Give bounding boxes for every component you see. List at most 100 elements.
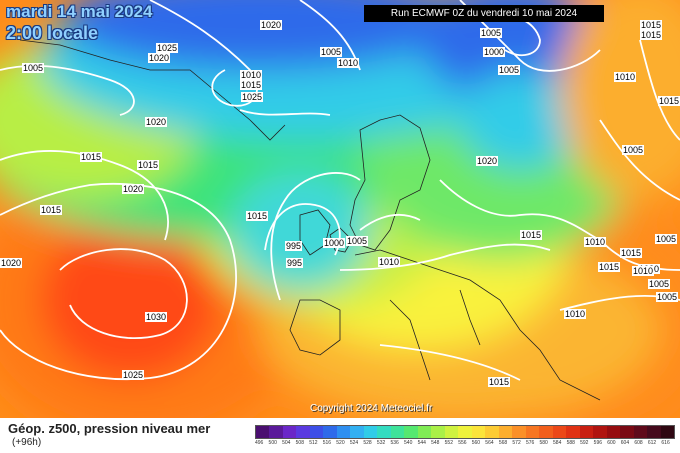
color-scale-swatch <box>417 426 432 438</box>
isobars <box>0 0 680 381</box>
isobar-label: 1025 <box>156 43 179 53</box>
color-scale-swatch <box>579 426 594 438</box>
isobar-label: 1025 <box>241 92 264 102</box>
color-scale-label: 508 <box>295 440 304 446</box>
isobar-label: 1015 <box>80 152 103 162</box>
color-scale-swatch <box>256 426 270 438</box>
color-scale-label: 548 <box>431 440 440 446</box>
color-scale-label: 588 <box>566 440 575 446</box>
isobar-label: 1015 <box>640 20 663 30</box>
isobar-label: 1005 <box>498 65 521 75</box>
isobar-label: 1015 <box>520 230 543 240</box>
isobar-label: 1015 <box>246 211 269 221</box>
color-scale-label: 584 <box>553 440 562 446</box>
isobar-label: 1030 <box>145 312 168 322</box>
isobar-label: 1015 <box>240 80 263 90</box>
color-scale-label: 500 <box>268 440 277 446</box>
color-scale-swatch <box>390 426 405 438</box>
color-scale-label: 536 <box>390 440 399 446</box>
color-scale-swatch <box>404 426 418 438</box>
color-scale-label: 572 <box>512 440 521 446</box>
color-scale-swatch <box>647 426 661 438</box>
isobar-label: 1010 <box>632 266 655 276</box>
color-scale-swatch <box>552 426 567 438</box>
isobar-label: 1010 <box>240 70 263 80</box>
color-scale <box>255 425 675 439</box>
color-scale-swatch <box>593 426 607 438</box>
color-scale-swatch <box>606 426 621 438</box>
forecast-date: mardi 14 mai 2024 <box>6 2 153 21</box>
isobar-label: 1020 <box>260 20 283 30</box>
color-scale-label: 600 <box>607 440 616 446</box>
color-scale-label: 592 <box>580 440 589 446</box>
isobar-label: 1025 <box>122 370 145 380</box>
isobar-label: 1005 <box>22 63 45 73</box>
color-scale-label: 544 <box>417 440 426 446</box>
color-scale-swatch <box>525 426 540 438</box>
isobar-label: 1015 <box>640 30 663 40</box>
legend-subtitle: (+96h) <box>12 437 42 448</box>
map-canvas <box>0 0 680 418</box>
isobar-label: 1010 <box>584 237 607 247</box>
color-scale-label: 496 <box>255 440 264 446</box>
isobar-label: 1010 <box>564 309 587 319</box>
isobar-label: 1000 <box>483 47 506 57</box>
color-scale-swatch <box>323 426 337 438</box>
color-scale-swatch <box>539 426 553 438</box>
color-scale-swatch <box>458 426 472 438</box>
isobar-label: 1010 <box>337 58 360 68</box>
isobar-label: 1010 <box>614 72 637 82</box>
legend-title: Géop. z500, pression niveau mer <box>8 421 211 436</box>
forecast-local-time: 2:00 locale <box>6 23 99 43</box>
isobar-label: 1015 <box>137 160 160 170</box>
color-scale-label: 556 <box>458 440 467 446</box>
color-scale-label: 520 <box>336 440 345 446</box>
isobar-label: 1005 <box>480 28 503 38</box>
isobar-label: 1015 <box>620 248 643 258</box>
color-scale-label: 616 <box>661 440 670 446</box>
color-scale-label: 580 <box>539 440 548 446</box>
color-scale-label: 612 <box>647 440 657 446</box>
color-scale-swatch <box>512 426 526 438</box>
isobar-label: 1015 <box>488 377 511 387</box>
color-scale-swatch <box>296 426 310 438</box>
weather-map: mardi 14 mai 2024 2:00 locale Run ECMWF … <box>0 0 680 418</box>
copyright: Copyright 2024 Meteociel.fr <box>310 403 433 414</box>
isobar-label: 1005 <box>346 236 369 246</box>
isobar-label: 1005 <box>655 234 678 244</box>
color-scale-label: 568 <box>498 440 508 446</box>
color-scale-swatch <box>444 426 459 438</box>
color-scale-swatch <box>377 426 391 438</box>
color-scale-swatch <box>498 426 513 438</box>
color-scale-label: 604 <box>620 440 630 446</box>
color-scale-swatch <box>282 426 297 438</box>
isobar-label: 995 <box>286 258 304 268</box>
color-scale-swatch <box>620 426 634 438</box>
color-scale-label: 564 <box>485 440 494 446</box>
legend-footer: Géop. z500, pression niveau mer (+96h) 4… <box>0 418 680 453</box>
color-scale-swatch <box>269 426 283 438</box>
color-scale-label: 608 <box>634 440 643 446</box>
isobar-label: 1010 <box>378 257 401 267</box>
isobar-label: 995 <box>285 241 303 251</box>
color-scale-swatch <box>485 426 499 438</box>
isobar-label: 1015 <box>40 205 63 215</box>
isobar-label: 1005 <box>648 279 671 289</box>
isobar-label: 1020 <box>0 258 23 268</box>
color-scale-swatch <box>566 426 580 438</box>
coastlines <box>19 39 601 401</box>
color-scale-swatch <box>309 426 324 438</box>
color-scale-label: 532 <box>376 440 386 446</box>
color-scale-label: 596 <box>593 440 603 446</box>
color-scale-swatch <box>660 426 675 438</box>
isobar-label: 1015 <box>658 96 680 106</box>
color-scale-label: 504 <box>282 440 291 446</box>
color-scale-swatch <box>633 426 648 438</box>
geopotential-field <box>0 0 680 418</box>
color-scale-swatch <box>350 426 364 438</box>
color-scale-label: 576 <box>525 440 535 446</box>
color-scale-swatch <box>431 426 445 438</box>
color-scale-label: 528 <box>363 440 372 446</box>
color-scale-label: 524 <box>349 440 359 446</box>
color-scale-swatch <box>363 426 378 438</box>
